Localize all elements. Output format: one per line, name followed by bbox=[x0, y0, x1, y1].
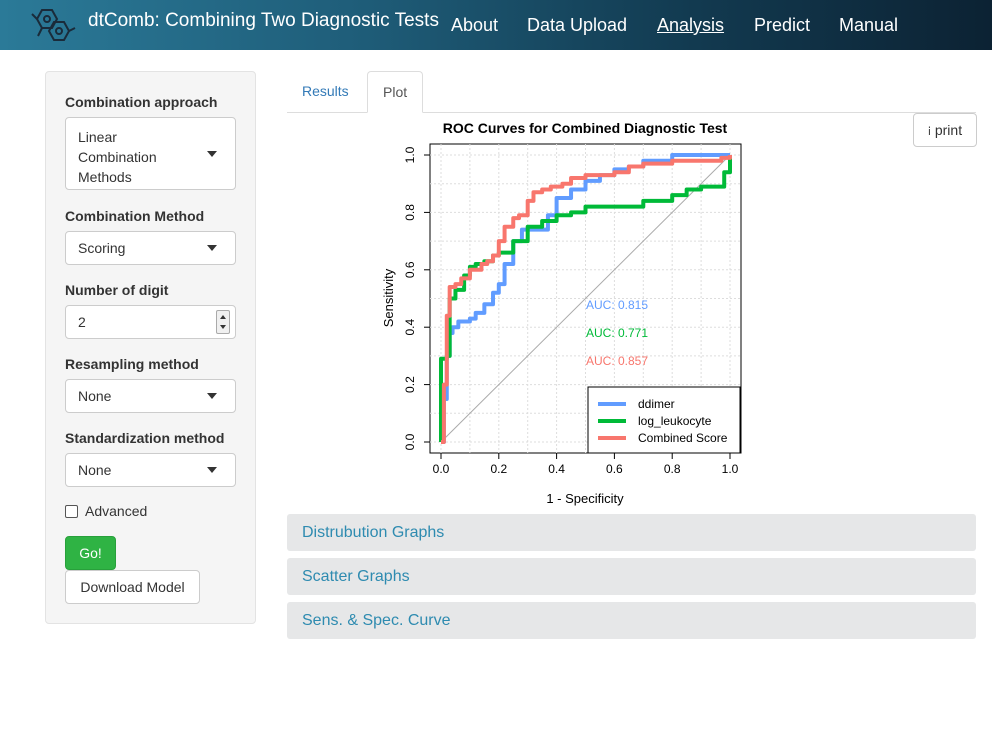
stepper-up-icon[interactable] bbox=[220, 315, 226, 319]
top-navbar: dtComb: Combining Two Diagnostic Tests A… bbox=[0, 0, 992, 50]
auc-labels: AUC: 0.815 AUC: 0.771 AUC: 0.857 bbox=[586, 298, 648, 368]
auc-label: AUC: 0.771 bbox=[586, 326, 648, 340]
x-axis-label: 1 - Specificity bbox=[546, 491, 624, 506]
tabs-divider bbox=[287, 112, 976, 113]
legend-entry: ddimer bbox=[638, 397, 675, 411]
combination-approach-value: Linear Combination Methods bbox=[78, 129, 157, 185]
chevron-down-icon bbox=[207, 245, 217, 251]
stepper-down-icon[interactable] bbox=[220, 325, 226, 329]
app-title[interactable]: dtComb: Combining Two Diagnostic Tests bbox=[88, 10, 439, 31]
y-tick-label: 0.6 bbox=[403, 261, 417, 278]
y-axis-label: Sensitivity bbox=[381, 268, 396, 327]
y-tick-label: 0.4 bbox=[403, 319, 417, 336]
roc-curve-combined-score bbox=[441, 155, 732, 444]
nav-analysis[interactable]: Analysis bbox=[657, 15, 725, 35]
resampling-value: None bbox=[78, 388, 112, 404]
standardization-select[interactable]: None bbox=[65, 453, 236, 487]
combination-method-value: Scoring bbox=[78, 240, 126, 256]
x-tick-label: 0.4 bbox=[548, 462, 565, 476]
combination-method-label: Combination Method bbox=[65, 208, 205, 224]
resampling-select[interactable]: None bbox=[65, 379, 236, 413]
print-label: print bbox=[934, 122, 963, 138]
x-tick-label: 0.0 bbox=[433, 462, 450, 476]
panel-distribution-graphs[interactable]: Distrubution Graphs bbox=[287, 514, 976, 551]
x-tick-label: 1.0 bbox=[722, 462, 739, 476]
axis-ticks: 0.0 0.2 0.4 0.6 0.8 1.0 0.0 0.2 0.4 0.6 0.8 1.0 bbox=[403, 146, 739, 476]
chevron-down-icon bbox=[207, 393, 217, 399]
y-tick-label: 1.0 bbox=[403, 146, 417, 163]
chevron-down-icon bbox=[207, 467, 217, 473]
print-icon: ⅰ bbox=[927, 126, 931, 138]
resampling-label: Resampling method bbox=[65, 356, 199, 372]
print-button[interactable]: ⅰ print bbox=[913, 113, 977, 147]
roc-curve-log-leukocyte bbox=[439, 155, 732, 442]
digits-label: Number of digit bbox=[65, 282, 169, 298]
y-tick-label: 0.0 bbox=[403, 433, 417, 450]
auc-label: AUC: 0.857 bbox=[586, 354, 648, 368]
sidebar-panel: Combination approach Linear Combination … bbox=[45, 71, 256, 624]
legend-entry: Combined Score bbox=[638, 431, 728, 445]
panel-sens-spec-curve[interactable]: Sens. & Spec. Curve bbox=[287, 602, 976, 639]
x-tick-label: 0.6 bbox=[606, 462, 623, 476]
advanced-checkbox[interactable] bbox=[65, 505, 78, 518]
roc-chart: ROC Curves for Combined Diagnostic Test … bbox=[381, 120, 742, 506]
y-tick-label: 0.2 bbox=[403, 376, 417, 393]
molecule-logo-icon bbox=[31, 9, 76, 41]
reference-diagonal bbox=[440, 154, 731, 443]
combination-approach-label: Combination approach bbox=[65, 94, 218, 110]
chart-legend: ddimer log_leukocyte Combined Score bbox=[587, 386, 741, 454]
combination-method-select[interactable]: Scoring bbox=[65, 231, 236, 265]
tab-results[interactable]: Results bbox=[302, 83, 349, 99]
standardization-value: None bbox=[78, 462, 112, 478]
digits-value: 2 bbox=[78, 314, 86, 330]
download-model-button[interactable]: Download Model bbox=[65, 570, 200, 604]
x-tick-label: 0.8 bbox=[664, 462, 681, 476]
nav-data-upload[interactable]: Data Upload bbox=[527, 15, 628, 35]
advanced-label[interactable]: Advanced bbox=[85, 503, 148, 519]
auc-label: AUC: 0.815 bbox=[586, 298, 648, 312]
standardization-label: Standardization method bbox=[65, 430, 225, 446]
chevron-down-icon bbox=[207, 151, 217, 157]
nav-about[interactable]: About bbox=[451, 15, 499, 35]
tab-plot[interactable]: Plot bbox=[367, 71, 423, 113]
legend-entry: log_leukocyte bbox=[638, 414, 712, 428]
go-button[interactable]: Go! bbox=[65, 536, 116, 570]
number-stepper[interactable] bbox=[216, 310, 230, 334]
nav-manual[interactable]: Manual bbox=[839, 15, 899, 35]
panel-scatter-graphs[interactable]: Scatter Graphs bbox=[287, 558, 976, 595]
x-tick-label: 0.2 bbox=[490, 462, 507, 476]
chart-title: ROC Curves for Combined Diagnostic Test bbox=[443, 120, 728, 136]
roc-curves bbox=[439, 153, 732, 444]
nav-predict[interactable]: Predict bbox=[754, 15, 811, 35]
digits-input[interactable]: 2 bbox=[65, 305, 236, 339]
combination-approach-select[interactable]: Linear Combination Methods bbox=[65, 117, 236, 190]
y-tick-label: 0.8 bbox=[403, 204, 417, 221]
